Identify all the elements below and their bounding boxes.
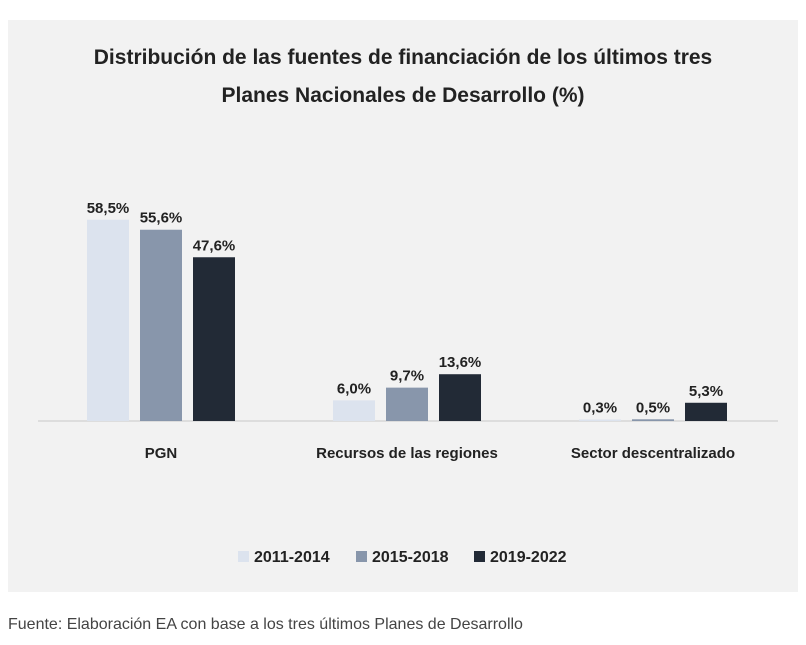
legend-swatch-2 [474,551,485,562]
category-label-2: Sector descentralizado [571,445,735,462]
data-label-2-1: 0,5% [636,399,670,416]
legend-swatch-1 [356,551,367,562]
bar-2-0 [579,419,621,421]
bar-1-2 [439,374,481,421]
data-label-2-2: 5,3% [689,383,723,400]
data-label-1-0: 6,0% [337,380,371,397]
legend-swatch-0 [238,551,249,562]
data-label-0-1: 55,6% [140,210,183,227]
legend: 2011-2014 2015-2018 2019-2022 [238,549,567,566]
bar-0-2 [193,257,235,421]
data-label-0-0: 58,5% [87,200,130,217]
data-label-0-2: 47,6% [193,237,236,254]
category-label-0: PGN [145,445,178,462]
data-label-1-2: 13,6% [439,354,482,371]
legend-label-0: 2011-2014 [254,549,330,566]
data-label-1-1: 9,7% [390,368,424,385]
bar-chart: Distribución de las fuentes de financiac… [38,46,778,566]
chart-panel: Distribución de las fuentes de financiac… [8,20,798,592]
bar-2-2 [685,402,727,421]
bar-0-0 [87,219,129,421]
source-note: Fuente: Elaboración EA con base a los tr… [8,616,523,633]
legend-label-2: 2019-2022 [490,549,567,566]
category-label-1: Recursos de las regiones [316,445,498,462]
bar-2-1 [632,419,674,421]
bar-1-1 [386,387,428,421]
data-label-2-0: 0,3% [583,400,617,417]
chart-title-line-2: Planes Nacionales de Desarrollo (%) [222,84,585,107]
bar-0-1 [140,229,182,421]
chart-title-line-1: Distribución de las fuentes de financiac… [94,46,712,69]
bar-1-0 [333,400,375,421]
bars-group: 58,5% 55,6% 47,6% PGN 6,0% 9,7% 13,6% Recursos … [87,200,735,462]
legend-label-1: 2015-2018 [372,549,449,566]
